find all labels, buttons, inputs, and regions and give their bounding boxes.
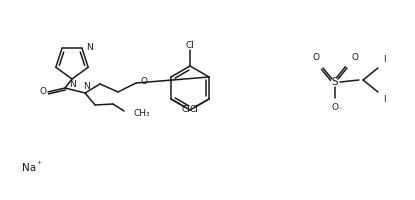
Text: ⁻: ⁻: [338, 107, 342, 113]
Text: N: N: [86, 43, 93, 52]
Text: N: N: [68, 80, 76, 89]
Text: O: O: [312, 53, 320, 62]
Text: O: O: [39, 86, 46, 96]
Text: I: I: [383, 96, 385, 104]
Text: Cl: Cl: [186, 40, 195, 49]
Text: Cl: Cl: [182, 105, 190, 114]
Text: S: S: [332, 77, 338, 87]
Text: I: I: [383, 55, 385, 64]
Text: CH₃: CH₃: [133, 110, 150, 118]
Text: O: O: [140, 77, 147, 86]
Text: Cl: Cl: [190, 104, 198, 114]
Text: Na: Na: [22, 163, 36, 173]
Text: O: O: [332, 102, 339, 112]
Text: N: N: [83, 82, 89, 91]
Text: O: O: [352, 53, 359, 62]
Text: +: +: [36, 160, 41, 166]
